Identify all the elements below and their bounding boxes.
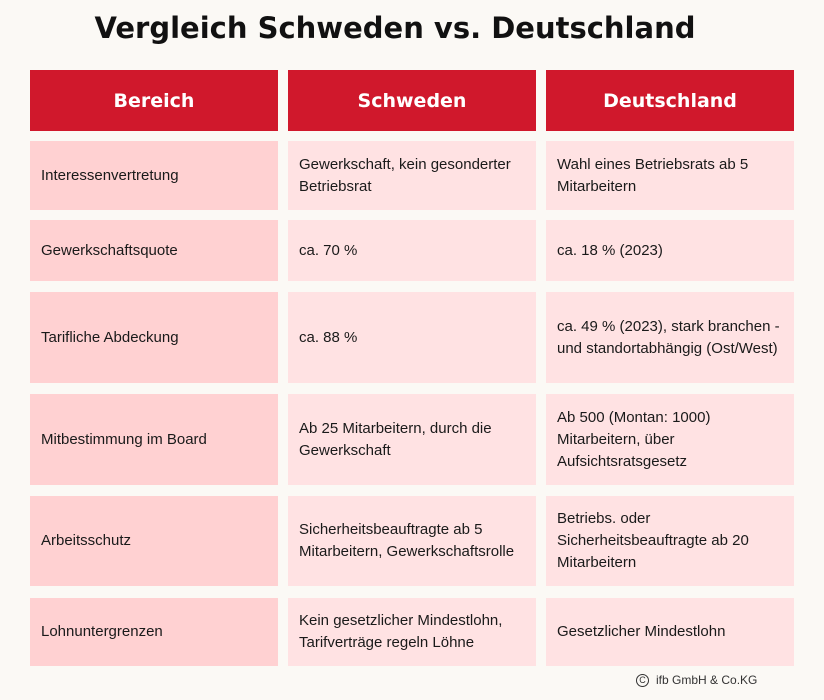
cell-schweden-mitbestimmung-im-board: Ab 25 Mitarbeitern, durch die Gewerkscha… bbox=[288, 394, 536, 485]
row-label-tarifliche-abdeckung: Tarifliche Abdeckung bbox=[30, 292, 278, 383]
page-title: Vergleich Schweden vs. Deutschland bbox=[94, 11, 696, 45]
copyright-icon: C bbox=[636, 673, 649, 687]
cell-schweden-arbeitsschutz: Sicherheitsbeauftragte ab 5 Mitarbeitern… bbox=[288, 496, 536, 586]
cell-deutschland-lohnuntergrenzen: Gesetzlicher Mindestlohn bbox=[546, 598, 794, 666]
cell-schweden-tarifliche-abdeckung: ca. 88 % bbox=[288, 292, 536, 383]
copyright-footer: C ifb GmbH & Co.KG bbox=[636, 671, 757, 689]
cell-deutschland-mitbestimmung-im-board: Ab 500 (Montan: 1000) Mitarbeitern, über… bbox=[546, 394, 794, 485]
cell-deutschland-tarifliche-abdeckung: ca. 49 % (2023), stark branchen - und st… bbox=[546, 292, 794, 383]
row-label-lohnuntergrenzen: Lohnuntergrenzen bbox=[30, 598, 278, 666]
row-label-interessenvertretung: Interessenvertretung bbox=[30, 141, 278, 210]
row-label-mitbestimmung-im-board: Mitbestimmung im Board bbox=[30, 394, 278, 485]
copyright-text: ifb GmbH & Co.KG bbox=[656, 673, 758, 687]
cell-schweden-interessenvertretung: Gewerkschaft, kein gesonderter Betriebsr… bbox=[288, 141, 536, 210]
cell-schweden-lohnuntergrenzen: Kein gesetzlicher Mindestlohn, Tarifvert… bbox=[288, 598, 536, 666]
cell-deutschland-gewerkschaftsquote: ca. 18 % (2023) bbox=[546, 220, 794, 281]
row-label-arbeitsschutz: Arbeitsschutz bbox=[30, 496, 278, 586]
header-cell-bereich: Bereich bbox=[30, 70, 278, 131]
row-label-gewerkschaftsquote: Gewerkschaftsquote bbox=[30, 220, 278, 281]
cell-schweden-gewerkschaftsquote: ca. 70 % bbox=[288, 220, 536, 281]
header-cell-schweden: Schweden bbox=[288, 70, 536, 131]
cell-deutschland-interessenvertretung: Wahl eines Betriebsrats ab 5 Mitarbeiter… bbox=[546, 141, 794, 210]
header-cell-deutschland: Deutschland bbox=[546, 70, 794, 131]
cell-deutschland-arbeitsschutz: Betriebs. oder Sicherheitsbeauftragte ab… bbox=[546, 496, 794, 586]
